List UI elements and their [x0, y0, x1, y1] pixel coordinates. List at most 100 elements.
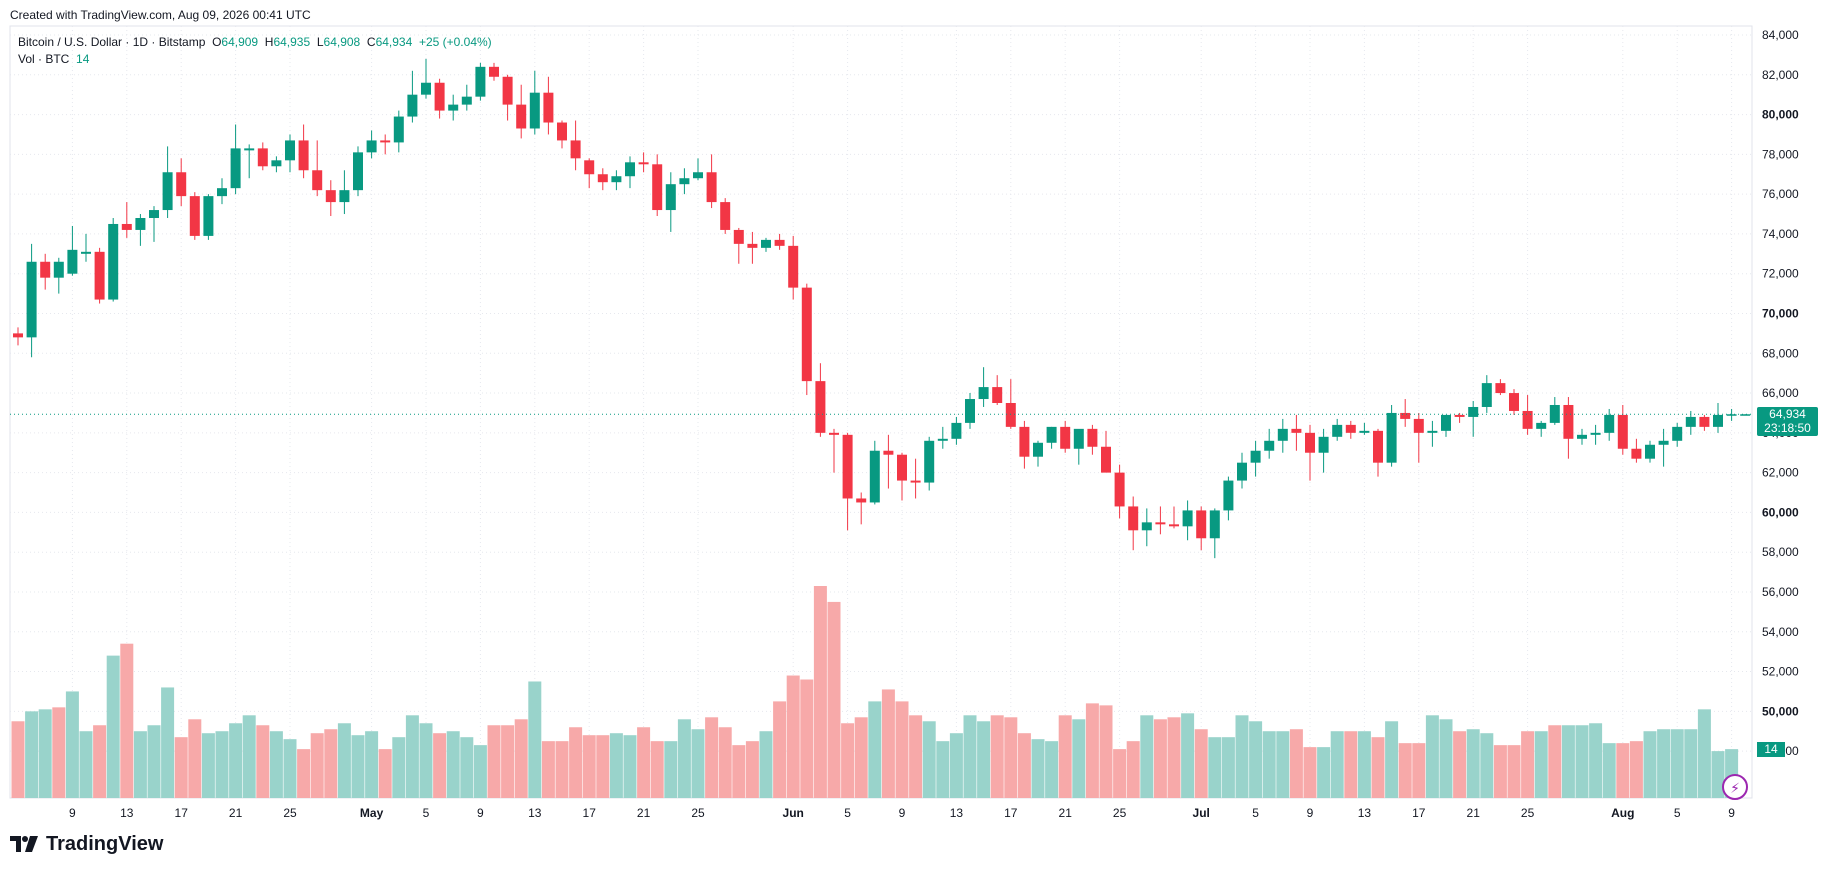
candle-body [1155, 522, 1166, 525]
candle-body [665, 184, 676, 211]
candle-body [135, 218, 146, 230]
volume-bar [283, 739, 297, 798]
price-axis: 84,000 82,000 80,000 78,000 76,000 74,000 72,0… [1762, 28, 1799, 758]
x-tick-label: 5 [844, 806, 851, 820]
volume-bar [963, 715, 977, 798]
volume-bar [1276, 731, 1290, 798]
x-tick-label: 25 [283, 806, 297, 820]
volume-bar [732, 745, 746, 798]
volume-bar [1181, 713, 1195, 798]
volume-bar [419, 723, 433, 798]
candle-body [203, 196, 214, 236]
time-axis: 9 13 17 21 25 May 5 9 13 17 21 25 Jun 5 9 13 17 21 25 Jul 5 9… [69, 806, 1735, 820]
candle-body [529, 92, 540, 129]
candle-body [1128, 506, 1139, 531]
y-tick-label: 50,000 [1762, 704, 1799, 718]
candle-body [951, 422, 962, 439]
candle-body [407, 94, 418, 117]
volume-bar [1684, 729, 1698, 798]
volume-bar [460, 737, 474, 798]
candle-body [1264, 440, 1275, 451]
candle-body [1101, 446, 1111, 473]
candle-body [761, 239, 771, 248]
candle-body [937, 438, 948, 441]
candle-body [461, 96, 472, 105]
volume-bar [1249, 721, 1263, 798]
x-tick-label: 21 [229, 806, 243, 820]
volume-bar [623, 735, 637, 798]
candle-body [53, 261, 64, 278]
candle-body [652, 164, 663, 211]
candle-body [883, 450, 894, 455]
volume-bar [1303, 747, 1317, 798]
x-tick-label: May [360, 806, 384, 820]
volume-bar [229, 723, 243, 798]
volume-bar [1493, 745, 1507, 798]
volume-bar [65, 691, 79, 798]
candle-body [1713, 414, 1723, 427]
plot-frame [9, 25, 1753, 799]
candle-body [108, 223, 119, 300]
open-value: 64,909 [221, 35, 259, 49]
y-tick-label: 60,000 [1762, 505, 1799, 519]
volume-bar [1697, 709, 1711, 798]
volume-bar [949, 733, 963, 798]
open-label: O [212, 35, 222, 49]
candle-body [693, 172, 703, 179]
volume-bar [1616, 743, 1630, 798]
volume-bar [1507, 745, 1521, 798]
grid-lines [9, 25, 1753, 799]
volume-bar [11, 721, 25, 798]
x-tick-label: 13 [950, 806, 964, 820]
volume-bar [637, 727, 651, 798]
candle-body [421, 82, 431, 95]
candle-body [869, 450, 880, 503]
y-tick-label: 54,000 [1762, 625, 1799, 639]
candle-body [1046, 426, 1057, 443]
candle-body [489, 66, 499, 77]
volume-bar [365, 731, 379, 798]
candle-body [625, 162, 635, 177]
volume-bar [677, 719, 691, 798]
volume-bar [1453, 731, 1467, 798]
volume-bar [650, 741, 664, 798]
y-tick-label: 70,000 [1762, 306, 1799, 320]
volume-bar [1439, 719, 1453, 798]
volume-bar [786, 675, 800, 798]
candle-body [638, 162, 649, 165]
symbol-legend: Bitcoin / U.S. Dollar · 1D · Bitstamp O6… [18, 35, 492, 49]
candle-body [1250, 450, 1261, 463]
bar-countdown: 23:18:50 [1764, 421, 1811, 436]
volume-bar [133, 731, 147, 798]
candle-body [1699, 416, 1710, 427]
candle-body [1087, 428, 1098, 447]
candle-body [1590, 432, 1601, 435]
lightning-icon[interactable]: ⚡ [1722, 774, 1748, 800]
y-tick-label: 76,000 [1762, 187, 1799, 201]
current-price-tag: 64,934 23:18:50 [1757, 407, 1818, 437]
candle-body [1237, 462, 1247, 481]
candle-body [992, 387, 1003, 403]
tradingview-logo[interactable]: TradingView [10, 833, 163, 856]
volume-bar [1629, 741, 1643, 798]
volume-bar [1317, 747, 1331, 798]
candle-body [475, 66, 486, 97]
candle-body [121, 223, 132, 230]
tradingview-logo-icon [10, 835, 38, 852]
candle-body [434, 82, 445, 111]
candle-body [1577, 434, 1587, 439]
low-label: L [316, 35, 324, 49]
x-tick-label: 21 [637, 806, 651, 820]
volume-bar [1113, 749, 1127, 798]
volume-bar [609, 733, 623, 798]
volume-bar [1371, 737, 1385, 798]
volume-bar [324, 729, 338, 798]
candle-body [1005, 403, 1016, 427]
volume-bar [52, 707, 66, 798]
volume-bar [1330, 731, 1344, 798]
x-tick-label: Jul [1193, 806, 1210, 820]
volume-bar [1480, 733, 1494, 798]
candle-body [1481, 383, 1492, 407]
candle-body [611, 176, 622, 183]
